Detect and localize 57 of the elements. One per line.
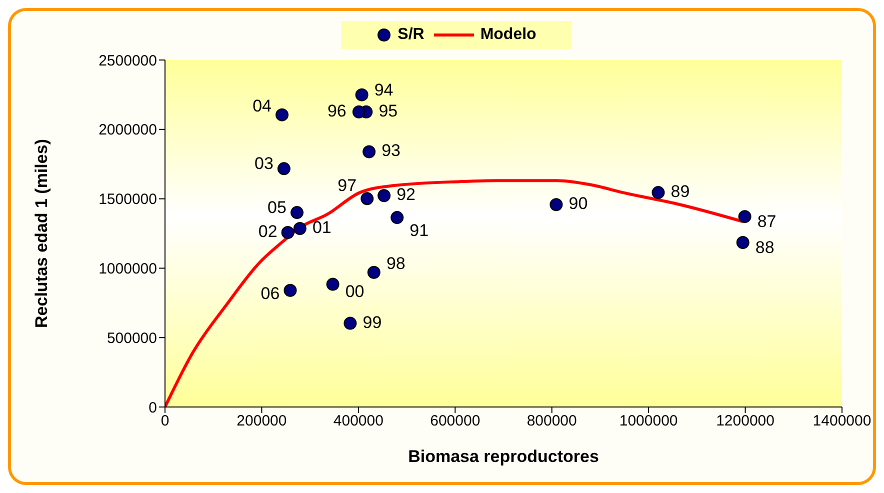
x-tick-label: 200000 [236, 412, 287, 430]
annotation: 01 [312, 218, 332, 237]
point [550, 198, 563, 212]
annotation: 04 [252, 96, 272, 116]
y-tick-label: 2500000 [98, 52, 157, 70]
point [367, 266, 380, 279]
point [390, 211, 404, 224]
point [284, 284, 297, 297]
x-tick-label: 1200000 [716, 412, 774, 430]
x-tick-label: 0 [160, 412, 170, 430]
point [293, 222, 306, 236]
annotation: 88 [755, 238, 774, 258]
x-tick-label: 1000000 [619, 412, 678, 430]
y-tick-label: 1500000 [98, 191, 157, 208]
annotation: 98 [386, 254, 406, 273]
y-tick-label: 2000000 [98, 122, 157, 139]
x-tick-label: 600000 [430, 412, 480, 430]
point [277, 162, 290, 176]
annotation: 03 [254, 154, 274, 174]
point [360, 192, 374, 206]
annotation: 96 [327, 101, 346, 120]
annotation: 94 [374, 80, 394, 100]
annotation: 97 [338, 176, 357, 196]
point [736, 236, 750, 250]
point [281, 226, 294, 240]
point [326, 278, 340, 291]
y-tick-label: 500000 [106, 330, 157, 347]
point [362, 145, 376, 158]
point [344, 316, 357, 330]
annotation: 02 [258, 222, 278, 242]
annotation: 95 [378, 101, 398, 120]
point [378, 189, 391, 202]
x-axis-title: Biomasa reproductores [408, 447, 599, 466]
annotation: 89 [670, 182, 690, 202]
legend-label: S/R [398, 25, 424, 45]
annotation: 93 [382, 141, 401, 160]
annotation: 99 [362, 312, 382, 332]
y-tick-label: 1000000 [98, 260, 157, 278]
annotation: 00 [345, 282, 364, 301]
point [738, 210, 752, 224]
x-tick-label: 400000 [333, 412, 384, 430]
x-tick-label: 800000 [526, 412, 577, 430]
annotation: 05 [268, 198, 286, 218]
point [276, 108, 289, 122]
annotation: 87 [757, 212, 776, 232]
x-tick-label: 1400000 [812, 412, 872, 430]
annotation: 90 [568, 194, 588, 214]
legend-label: Modelo [480, 25, 536, 45]
point [652, 186, 665, 200]
y-tick-label: 0 [148, 399, 157, 416]
point [352, 105, 366, 118]
y-axis-title: Reclutas edad 1 (miles) [32, 139, 52, 328]
annotation: 06 [260, 284, 280, 303]
annotation: 92 [396, 185, 416, 204]
point [355, 88, 368, 102]
point [290, 206, 304, 220]
annotation: 91 [410, 221, 429, 240]
